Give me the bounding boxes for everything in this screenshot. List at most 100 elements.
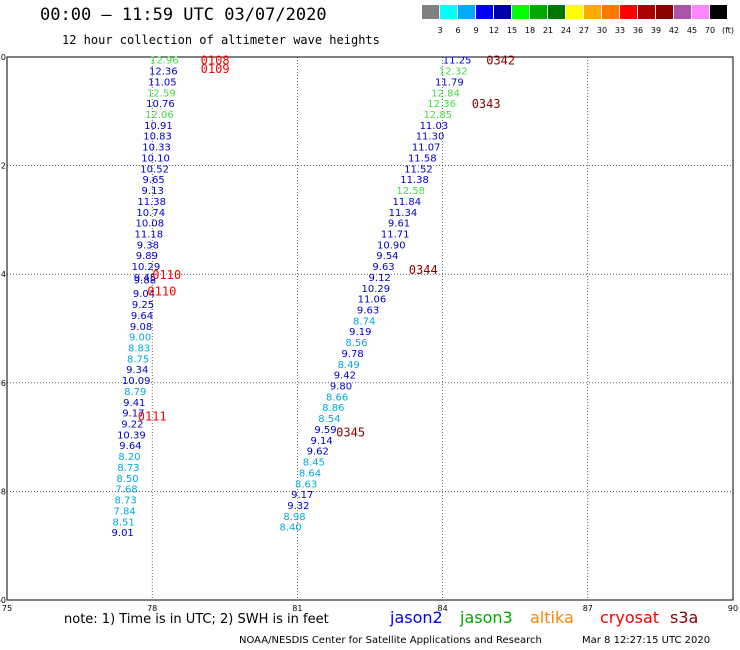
lat-tick-label: -58 — [0, 487, 6, 496]
legend-swatch — [710, 5, 727, 19]
credit-line: NOAA/NESDIS Center for Satellite Applica… — [239, 635, 542, 646]
page-title: 00:00 – 11:59 UTC 03/07/2020 — [40, 5, 327, 25]
wave-height-value: 8.73 — [114, 496, 136, 507]
wave-height-value: 8.49 — [338, 360, 360, 371]
wave-height-value: 10.10 — [141, 153, 170, 164]
wave-height-value: 10.74 — [136, 208, 165, 219]
wave-height-value: 9.64 — [131, 311, 153, 322]
wave-height-value: 9.61 — [388, 219, 410, 230]
wave-height-value: 10.83 — [143, 132, 172, 143]
wave-height-value: 11.52 — [404, 164, 433, 175]
legend-swatch — [602, 5, 619, 19]
legend-swatch — [440, 5, 457, 19]
lat-tick-label: -52 — [0, 162, 6, 171]
wave-height-value: 8.74 — [353, 316, 375, 327]
wave-height-value: 11.58 — [408, 153, 437, 164]
lat-tick-label: -54 — [0, 270, 6, 279]
legend-swatch — [422, 5, 439, 19]
wave-height-value: 11.25 — [443, 56, 472, 67]
wave-height-value: 10.91 — [144, 121, 173, 132]
wave-height-value: 12.36 — [149, 67, 178, 78]
pass-time-label: 0342 — [486, 54, 515, 68]
wave-height-value: 8.86 — [322, 403, 344, 414]
legend-label: 36 — [632, 26, 644, 35]
legend-swatch — [548, 5, 565, 19]
pass-time-label: 0344 — [409, 263, 438, 277]
sat-label-jason3: jason3 — [460, 608, 513, 627]
wave-height-value: 8.50 — [116, 474, 138, 485]
wave-height-value: 9.22 — [121, 420, 143, 431]
legend-swatch — [476, 5, 493, 19]
wave-height-value: 8.79 — [124, 387, 146, 398]
wave-height-value: 10.90 — [377, 240, 406, 251]
footnote: note: 1) Time is in UTC; 2) SWH is in fe… — [64, 612, 329, 627]
legend-label: 18 — [524, 26, 536, 35]
wave-height-value: 11.07 — [412, 143, 441, 154]
pass-time-label: 0111 — [138, 409, 167, 423]
sat-label-cryosat: cryosat — [600, 608, 660, 627]
wave-height-value: 9.62 — [307, 447, 329, 458]
color-legend: 3 6 9 12 15 18 21 24 27 30 33 36 39 42 45 70 (ft) — [422, 5, 734, 35]
wave-height-value: 9.08 — [130, 322, 152, 333]
legend-label: 6 — [455, 26, 461, 35]
lon-tick-label: 78 — [147, 604, 157, 613]
wave-height-value: 9.01 — [112, 528, 134, 539]
wave-height-value: 10.33 — [142, 143, 171, 154]
lon-tick-label: 81 — [292, 604, 302, 613]
wave-height-value: 11.71 — [381, 229, 410, 240]
wave-height-value: 11.38 — [137, 197, 166, 208]
generated-timestamp: Mar 8 12:27:15 UTC 2020 — [582, 635, 711, 646]
legend-label: 45 — [686, 26, 698, 35]
wave-height-value: 11.84 — [392, 197, 421, 208]
wave-height-value: 10.52 — [140, 164, 169, 175]
legend-label: 12 — [488, 26, 500, 35]
wave-height-value: 8.20 — [118, 452, 140, 463]
wave-height-value: 8.83 — [128, 344, 150, 355]
lat-tick-label: -50 — [0, 53, 6, 62]
wave-height-value: 12.85 — [423, 110, 452, 121]
pass-time-label: 0108 — [201, 54, 230, 68]
wave-height-value: 11.06 — [358, 295, 387, 306]
legend-swatch — [638, 5, 655, 19]
lat-tick-label: -60 — [0, 596, 6, 605]
wave-height-value: 11.03 — [420, 121, 449, 132]
lon-tick-label: 84 — [438, 604, 448, 613]
legend-swatch — [674, 5, 691, 19]
wave-height-value: 10.08 — [135, 219, 164, 230]
wave-height-value: 9.54 — [376, 251, 398, 262]
legend-swatch — [620, 5, 637, 19]
wave-height-value: 9.78 — [341, 349, 363, 360]
wave-height-value: 12.32 — [439, 67, 468, 78]
wave-height-value: 12.58 — [396, 186, 425, 197]
wave-height-value: 7.68 — [115, 485, 137, 496]
wave-height-value: 10.29 — [132, 262, 161, 273]
wave-height-value: 8.56 — [345, 338, 367, 349]
wave-height-value: 8.64 — [299, 468, 321, 479]
wave-height-value: 8.40 — [279, 523, 301, 534]
wave-height-value: 9.04 — [133, 289, 155, 300]
legend-swatch — [656, 5, 673, 19]
wave-height-value: 9.17 — [122, 409, 144, 420]
pass-time-label: 0110 — [147, 284, 176, 298]
wave-height-value: 8.45 — [303, 458, 325, 469]
legend-swatch — [584, 5, 601, 19]
wave-height-value: 9.25 — [132, 300, 154, 311]
wave-height-value: 8.63 — [295, 479, 317, 490]
sat-label-altika: altika — [530, 608, 574, 627]
legend-label: 9 — [473, 26, 479, 35]
wave-height-value: 10.39 — [117, 430, 146, 441]
wave-height-value: 9.00 — [129, 333, 151, 344]
wave-height-value: 8.51 — [113, 517, 135, 528]
wave-height-value: 9.17 — [291, 490, 313, 501]
legend-label: 27 — [578, 26, 590, 35]
wave-height-value: 9.38 — [137, 240, 159, 251]
wave-height-value: 9.59 — [314, 425, 336, 436]
wave-height-value: 8.66 — [326, 392, 348, 403]
wave-height-value: 9.34 — [126, 365, 148, 376]
wave-height-value: 11.30 — [416, 132, 445, 143]
legend-label: 33 — [614, 26, 626, 35]
legend-label: 21 — [542, 26, 554, 35]
sat-label-jason2: jason2 — [390, 608, 443, 627]
lon-tick-label: 75 — [2, 604, 12, 613]
pass-time-label: 0109 — [201, 62, 230, 76]
